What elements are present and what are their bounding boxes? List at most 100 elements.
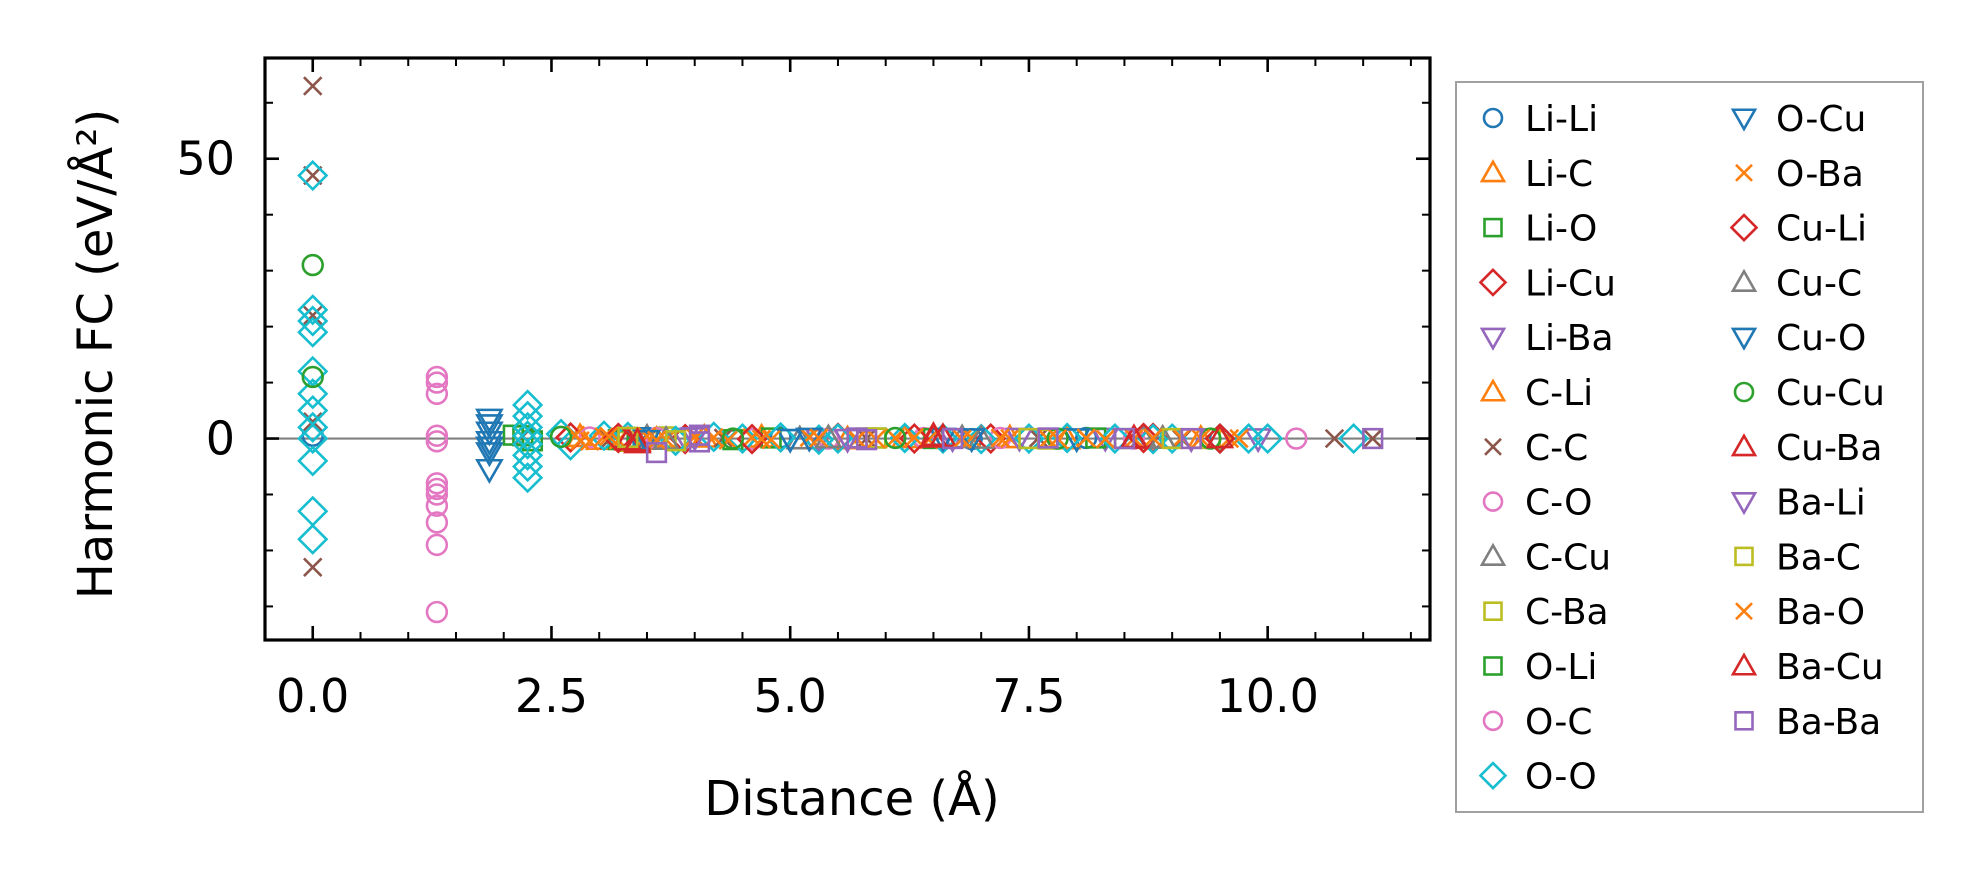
plot-content — [265, 76, 1430, 624]
legend-marker — [1482, 710, 1504, 732]
data-point-o-cu — [775, 428, 805, 454]
legend-marker — [1479, 542, 1507, 566]
data-point-o-cu — [475, 442, 504, 468]
legend-marker — [1483, 601, 1503, 622]
data-point-ba-ba — [645, 441, 668, 464]
legend-item-cu-cu: Cu-Cu — [1733, 373, 1885, 414]
x-axis-label: Distance (Å) — [704, 770, 999, 827]
legend-marker — [1734, 710, 1754, 731]
series-cu-o — [475, 414, 986, 462]
plot-area — [265, 76, 1430, 624]
data-point-c-c — [303, 412, 323, 432]
legend-marker — [1730, 327, 1758, 351]
data-point-o-o — [512, 420, 544, 452]
legend-item-c-c: C-C — [1484, 428, 1588, 469]
data-point-c-c — [303, 76, 323, 96]
legend-item-o-o: O-O — [1478, 757, 1597, 798]
data-point-ba-li — [680, 427, 710, 453]
data-point-ba-o — [904, 427, 925, 448]
data-point-ba-o — [599, 426, 619, 447]
legend-item-cu-li: Cu-Li — [1729, 209, 1867, 250]
legend-marker — [1734, 546, 1754, 567]
data-point-ba-o — [751, 429, 772, 449]
legend-label: Li-O — [1525, 209, 1597, 250]
legend-label: Cu-Ba — [1776, 428, 1882, 469]
legend-marker — [1730, 433, 1758, 457]
legend-marker — [1735, 163, 1753, 182]
legend-label: O-Li — [1525, 647, 1597, 688]
data-point-c-o — [425, 477, 449, 501]
series-cu-cu — [301, 253, 1222, 450]
legend-label: Cu-Cu — [1776, 373, 1885, 414]
data-point-cu-cu — [721, 427, 745, 450]
data-point-c-o — [1285, 427, 1308, 450]
data-point-cu-li — [602, 422, 634, 454]
data-point-c-o — [425, 382, 449, 405]
legend-label: C-Li — [1525, 373, 1593, 414]
legend-item-li-o: Li-O — [1483, 209, 1597, 250]
data-point-cu-o — [632, 429, 662, 455]
legend-label: C-Cu — [1525, 537, 1611, 578]
data-point-cu-o — [475, 414, 504, 440]
data-point-ba-cu — [623, 426, 652, 452]
data-point-o-cu — [475, 408, 504, 434]
data-point-ba-ba — [1113, 427, 1136, 450]
legend-item-li-c: Li-C — [1479, 154, 1593, 195]
data-point-li-c — [890, 423, 920, 449]
legend-label: O-Cu — [1776, 99, 1866, 140]
series-c-c — [303, 76, 1383, 577]
data-point-ba-o — [646, 430, 667, 450]
legend-marker — [1478, 761, 1508, 790]
legend-marker — [1479, 327, 1507, 351]
data-point-o-o — [1252, 422, 1284, 455]
data-point-o-o — [297, 316, 329, 348]
data-point-cu-c — [966, 423, 996, 449]
legend-label: Ba-Ba — [1776, 702, 1881, 743]
data-point-ba-o — [1143, 428, 1163, 448]
legend-item-c-cu: C-Cu — [1479, 537, 1611, 578]
legend-item-ba-cu: Ba-Cu — [1730, 647, 1884, 688]
data-point-li-c — [1052, 424, 1082, 450]
data-point-o-ba — [885, 428, 905, 448]
data-point-ba-ba — [1037, 427, 1059, 449]
legend-label: C-C — [1525, 428, 1588, 469]
data-point-ba-ba — [1180, 427, 1202, 450]
data-point-c-c — [303, 305, 323, 326]
data-point-c-o — [425, 430, 449, 453]
data-point-c-o — [425, 600, 449, 624]
data-point-c-o — [425, 511, 449, 534]
legend-item-ba-ba: Ba-Ba — [1734, 702, 1881, 743]
legend-marker — [1483, 217, 1503, 238]
data-point-o-o — [297, 159, 329, 192]
data-point-c-o — [425, 533, 449, 557]
data-point-o-o — [512, 428, 544, 460]
legend-marker — [1730, 268, 1758, 292]
data-point-o-o — [512, 462, 544, 494]
data-point-cu-o — [957, 428, 986, 454]
data-point-cu-c — [814, 423, 843, 449]
legend-label: O-O — [1525, 757, 1597, 798]
x-tick-label: 10.0 — [1216, 669, 1318, 723]
data-point-ba-o — [570, 431, 590, 451]
data-point-ba-o — [1229, 428, 1249, 449]
legend-label: Ba-Li — [1776, 483, 1866, 524]
series-ba-ba — [645, 424, 1384, 464]
data-point-c-o — [425, 424, 449, 447]
y-tick-label: 50 — [176, 132, 235, 186]
legend-item-cu-ba: Cu-Ba — [1730, 428, 1882, 469]
legend: Li-Li Li-C Li-O Li-Cu Li-Ba C-Li C-C C-O C-Cu C-B… — [1455, 81, 1924, 813]
legend-label: Cu-O — [1776, 318, 1866, 359]
series-c-o — [425, 365, 1308, 624]
axes: 0.0 2.5 5.0 7.5 10.0 0 50 — [176, 56, 1432, 723]
legend-item-o-li: O-Li — [1483, 647, 1597, 688]
x-tick-label: 2.5 — [515, 669, 588, 723]
data-point-cu-cu — [301, 365, 324, 389]
data-point-c-o — [425, 494, 449, 517]
legend-marker — [1730, 492, 1758, 516]
y-tick-label: 0 — [206, 412, 235, 466]
data-point-o-o — [512, 450, 544, 483]
legend-label: Li-Cu — [1525, 263, 1616, 304]
legend-item-c-o: C-O — [1482, 483, 1592, 524]
data-point-o-o — [512, 439, 544, 471]
